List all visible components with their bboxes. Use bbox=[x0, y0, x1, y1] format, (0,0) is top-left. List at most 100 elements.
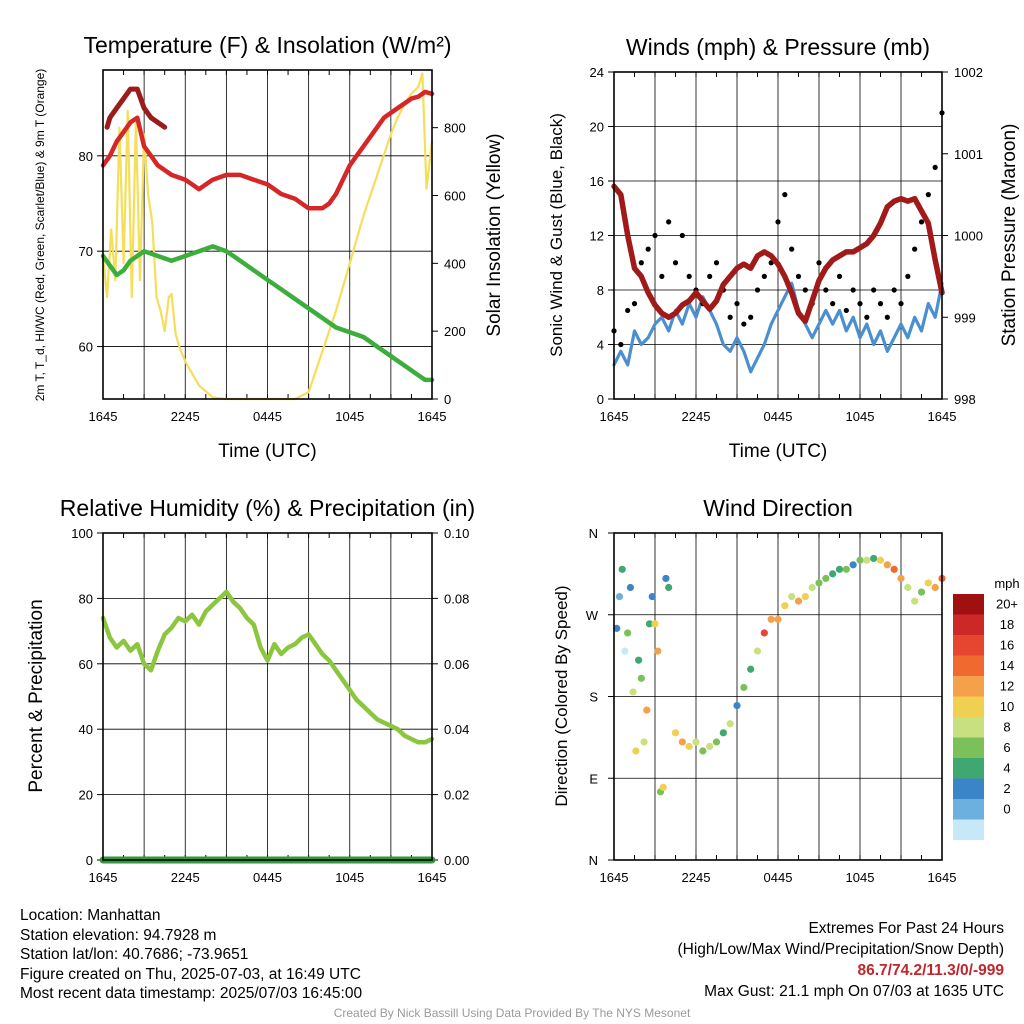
figure-created: Figure created on Thu, 2025-07-03, at 16… bbox=[20, 965, 361, 983]
y-tick-label: 80 bbox=[79, 591, 93, 606]
gust-point bbox=[843, 307, 849, 314]
direction-point bbox=[822, 574, 830, 583]
direction-point bbox=[829, 570, 837, 578]
extremes-values: 86.7/74.2/11.3/0/-999 bbox=[857, 962, 1004, 979]
direction-point bbox=[626, 583, 635, 592]
colorbar-swatch bbox=[953, 778, 984, 799]
direction-point bbox=[640, 738, 648, 746]
colorbar-swatch bbox=[953, 737, 984, 758]
y-axis-label-left: Sonic Wind & Gust (Blue, Black) bbox=[547, 113, 566, 357]
direction-point bbox=[613, 624, 621, 632]
y-tick-label: 0 bbox=[597, 392, 604, 407]
series-line bbox=[100, 89, 435, 211]
x-tick-label: 1045 bbox=[846, 870, 875, 885]
gust-point bbox=[877, 301, 884, 307]
x-tick-label: 0445 bbox=[253, 409, 282, 424]
y-tick-label: 400 bbox=[444, 256, 466, 271]
series-line bbox=[100, 244, 435, 383]
series-line bbox=[100, 589, 435, 745]
direction-point bbox=[719, 729, 727, 737]
x-tick-label: 2245 bbox=[682, 870, 711, 885]
direction-point bbox=[733, 701, 741, 710]
direction-point bbox=[815, 579, 823, 587]
x-tick-label: 1645 bbox=[89, 409, 118, 424]
y-tick-label: 200 bbox=[444, 324, 466, 339]
y-tick-label: 20 bbox=[590, 120, 604, 135]
direction-point bbox=[883, 561, 891, 569]
gust-point bbox=[912, 246, 918, 252]
y-tick-label: 40 bbox=[79, 722, 93, 737]
gust-point bbox=[782, 192, 788, 198]
direction-point bbox=[645, 620, 654, 628]
colorbar-swatch bbox=[953, 717, 984, 738]
x-axis-label: Time (UTC) bbox=[218, 441, 317, 462]
x-tick-label: 1645 bbox=[600, 409, 629, 424]
direction-point bbox=[760, 629, 768, 637]
gust-point bbox=[686, 273, 692, 279]
gust-point bbox=[645, 246, 651, 252]
station-elevation: Station elevation: 94.7928 m bbox=[20, 926, 217, 944]
station-info: Location: Manhattan Station elevation: 9… bbox=[20, 906, 362, 1004]
gust-point bbox=[734, 301, 740, 307]
plot-border bbox=[613, 71, 943, 400]
direction-point bbox=[648, 592, 656, 601]
direction-point bbox=[635, 656, 643, 664]
humidity-precip-panel: 1645 2245 0445 1045 1645 Relative Humidity (%… bbox=[26, 495, 475, 885]
wind-direction-panel: 1645 2245 0445 1045 1645 Wind Direction N E S W N D… bbox=[552, 495, 1020, 885]
colorbar-label: 2 bbox=[1003, 781, 1010, 796]
direction-point bbox=[678, 738, 686, 746]
y-axis-label-left: Percent & Precipitation bbox=[26, 599, 47, 792]
plot-border bbox=[102, 532, 433, 861]
gust-point bbox=[918, 219, 925, 225]
gust-point bbox=[618, 341, 624, 348]
y-tick-label: 60 bbox=[79, 657, 93, 672]
y-tick-label: 1002 bbox=[954, 65, 983, 80]
gust-point bbox=[761, 273, 767, 279]
gust-point bbox=[871, 287, 877, 293]
colorbar-label: 14 bbox=[1000, 658, 1014, 673]
direction-point bbox=[662, 574, 670, 583]
station-location: Location: Manhattan bbox=[20, 907, 161, 924]
y-axis-label-left: 2m T, T_d, HI/WC (Red, Green, Scarlet/Bl… bbox=[33, 69, 47, 402]
credit-line: Created By Nick Bassill Using Data Provi… bbox=[333, 1006, 691, 1020]
y-tick-label: 24 bbox=[590, 65, 604, 80]
colorbar-swatch bbox=[953, 594, 984, 615]
extremes-title: Extremes For Past 24 Hours bbox=[808, 920, 1004, 937]
y-tick-label: 0 bbox=[86, 853, 93, 868]
colorbar-label: 10 bbox=[1000, 699, 1014, 714]
direction-point bbox=[629, 688, 637, 696]
direction-point bbox=[665, 583, 673, 592]
y-tick-label: 998 bbox=[954, 392, 976, 407]
direction-point bbox=[615, 592, 624, 601]
direction-point bbox=[870, 554, 878, 563]
series-line bbox=[611, 183, 945, 325]
colorbar-title: mph bbox=[994, 576, 1019, 591]
x-tick-label: 2245 bbox=[171, 870, 200, 885]
colorbar-swatch bbox=[953, 799, 984, 820]
y-tick-label: 12 bbox=[590, 229, 604, 244]
direction-point bbox=[671, 729, 680, 737]
direction-point bbox=[808, 583, 816, 592]
colorbar-label: 16 bbox=[1000, 638, 1014, 653]
y-tick-label: 0.04 bbox=[444, 722, 469, 737]
y-tick-label: 0.06 bbox=[444, 657, 469, 672]
panel-title: Winds (mph) & Pressure (mb) bbox=[626, 34, 930, 60]
y-tick-label: 16 bbox=[590, 174, 604, 189]
direction-point bbox=[712, 738, 721, 746]
direction-point bbox=[890, 565, 898, 573]
y-tick-label: 20 bbox=[79, 788, 93, 803]
direction-point bbox=[747, 665, 755, 673]
gust-point bbox=[932, 164, 938, 170]
colorbar-label: 8 bbox=[1003, 720, 1010, 735]
gust-point bbox=[754, 287, 761, 293]
y-tick-label: E bbox=[589, 771, 598, 786]
station-latlon: Station lat/lon: 40.7686; -73.9651 bbox=[20, 946, 249, 964]
colorbar-label: 18 bbox=[1000, 617, 1014, 632]
colorbar-swatch bbox=[953, 696, 984, 717]
x-tick-label: 1645 bbox=[600, 870, 629, 885]
y-tick-label: 800 bbox=[444, 121, 466, 136]
gust-point bbox=[891, 287, 897, 293]
x-tick-label: 2245 bbox=[171, 409, 200, 424]
direction-point bbox=[849, 561, 857, 569]
